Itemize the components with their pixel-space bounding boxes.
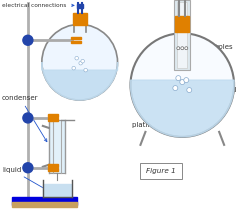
Bar: [48, 168, 58, 171]
Bar: [48, 164, 58, 167]
Text: platinum heater: platinum heater: [133, 84, 189, 128]
Bar: [177, 2, 187, 68]
Circle shape: [180, 80, 185, 85]
Bar: [12, 202, 77, 207]
Bar: [49, 121, 64, 172]
Bar: [174, 0, 190, 70]
Circle shape: [23, 163, 33, 173]
Text: electrical connections: electrical connections: [2, 3, 74, 8]
Text: Figure 1: Figure 1: [147, 168, 176, 174]
Bar: [48, 114, 58, 117]
Circle shape: [79, 61, 82, 65]
Bar: [175, 16, 189, 32]
Polygon shape: [130, 80, 234, 137]
Circle shape: [72, 66, 75, 70]
Circle shape: [176, 76, 181, 81]
Text: liquid: liquid: [217, 79, 236, 93]
Circle shape: [42, 24, 118, 100]
Bar: [77, 4, 83, 8]
Circle shape: [181, 47, 184, 50]
Polygon shape: [42, 62, 118, 100]
Circle shape: [23, 35, 33, 45]
Bar: [71, 41, 81, 43]
Circle shape: [84, 68, 87, 72]
Circle shape: [130, 33, 234, 137]
Bar: [71, 37, 81, 39]
Bar: [43, 184, 71, 196]
Bar: [48, 118, 58, 121]
Text: liquid: liquid: [2, 167, 47, 190]
FancyBboxPatch shape: [141, 163, 182, 179]
Circle shape: [23, 113, 33, 123]
Circle shape: [184, 78, 189, 83]
Circle shape: [75, 56, 79, 60]
Bar: [12, 197, 77, 205]
Circle shape: [187, 88, 192, 93]
Circle shape: [177, 47, 180, 50]
Text: holes: holes: [190, 44, 233, 50]
Circle shape: [81, 59, 84, 63]
Bar: [73, 13, 87, 25]
Circle shape: [185, 47, 188, 50]
Circle shape: [173, 86, 178, 91]
Text: condenser: condenser: [2, 95, 47, 142]
